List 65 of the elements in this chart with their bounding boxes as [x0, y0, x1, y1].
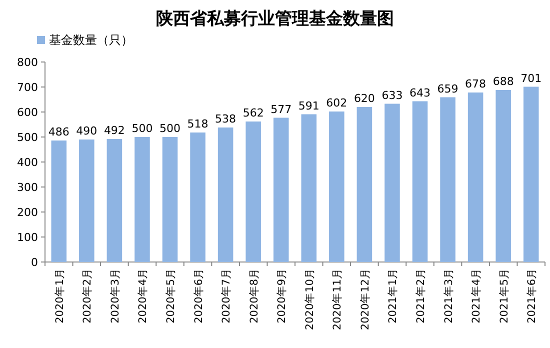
- bar: [412, 101, 428, 262]
- x-tick-label: 2020年7月: [220, 268, 233, 324]
- data-label: 490: [76, 124, 98, 138]
- x-tick-label: 2020年8月: [248, 268, 260, 324]
- bar: [51, 140, 67, 262]
- data-label: 701: [520, 72, 542, 85]
- data-label: 633: [382, 88, 403, 102]
- y-tick-label: 100: [17, 231, 38, 244]
- x-tick-label: 2020年4月: [137, 268, 150, 324]
- data-label: 620: [354, 92, 375, 105]
- data-label: 486: [48, 126, 70, 138]
- bar: [329, 112, 344, 262]
- x-tick-label: 2021年6月: [526, 268, 538, 324]
- bar: [218, 128, 234, 262]
- bar: [301, 114, 317, 262]
- data-label: 562: [242, 106, 264, 120]
- y-tick-label: 800: [17, 56, 38, 69]
- y-tick-label: 700: [17, 81, 38, 94]
- bar: [523, 86, 539, 262]
- x-tick-label: 2020年3月: [109, 268, 122, 324]
- x-tick-label: 2021年5月: [498, 268, 510, 324]
- x-tick-label: 2021年3月: [442, 268, 455, 324]
- x-tick-label: 2020年1月: [54, 268, 66, 324]
- data-label: 500: [132, 122, 153, 135]
- y-tick-label: 400: [17, 156, 38, 169]
- bar: [190, 132, 206, 262]
- data-label: 492: [104, 124, 125, 137]
- x-tick-label: 2020年11月: [332, 268, 344, 330]
- x-tick-label: 2020年12月: [359, 268, 372, 330]
- bar: [162, 137, 178, 262]
- data-label: 577: [270, 102, 292, 116]
- x-tick-label: 2020年2月: [82, 268, 94, 324]
- bar: [246, 122, 261, 262]
- x-tick-label: 2021年1月: [387, 268, 400, 324]
- bar: [79, 140, 94, 262]
- y-tick-label: 0: [31, 256, 38, 269]
- bar: [468, 92, 484, 262]
- x-tick-label: 2020年9月: [276, 268, 288, 324]
- x-tick-label: 2021年2月: [415, 268, 427, 324]
- y-tick-label: 200: [17, 206, 38, 219]
- x-tick-label: 2020年10月: [304, 268, 316, 330]
- bar: [106, 139, 122, 262]
- x-tick-label: 2021年4月: [470, 268, 483, 324]
- legend: 基金数量（只）: [37, 33, 133, 47]
- bar: [273, 118, 289, 262]
- bar: [384, 104, 400, 262]
- y-tick-label: 300: [17, 181, 38, 194]
- data-label: 518: [187, 118, 208, 130]
- y-tick-label: 500: [17, 131, 38, 144]
- data-label: 678: [465, 78, 486, 90]
- data-label: 659: [437, 82, 458, 96]
- data-label: 688: [492, 75, 514, 88]
- x-tick-label: 2020年5月: [165, 268, 177, 324]
- data-label: 602: [326, 96, 348, 110]
- data-label: 500: [160, 122, 180, 135]
- bar: [496, 90, 511, 262]
- data-label: 538: [215, 112, 236, 126]
- bar: [134, 137, 150, 262]
- data-label: 591: [298, 99, 320, 112]
- bar: [356, 107, 372, 262]
- y-tick-label: 600: [17, 106, 38, 119]
- data-label: 643: [410, 86, 430, 100]
- chart-title: 陕西省私募行业管理基金数量图: [156, 9, 394, 28]
- x-tick-label: 2020年6月: [192, 268, 205, 324]
- bar: [440, 97, 456, 262]
